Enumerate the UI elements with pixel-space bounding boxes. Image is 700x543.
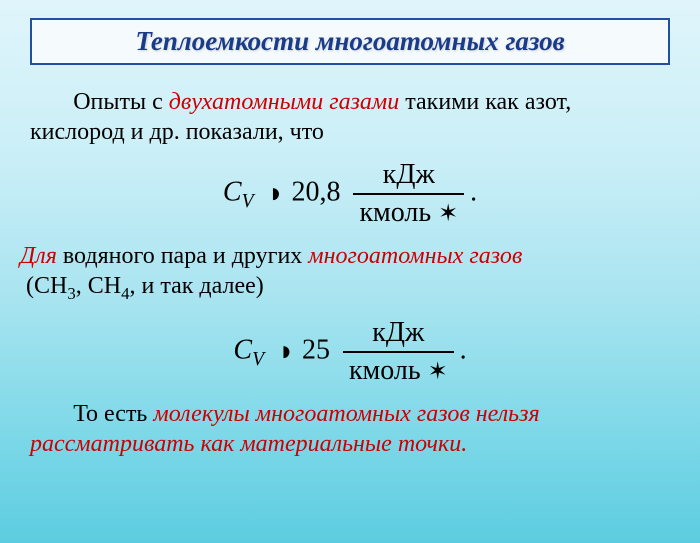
f2-fraction: кДж кмоль ✶	[343, 317, 454, 387]
p2-em2: многоатомных газов	[308, 243, 522, 269]
conclusion: То есть молекулы многоатомных газов нель…	[30, 399, 670, 459]
f2-den: кмоль ✶	[343, 353, 454, 387]
p2-lead: Для	[20, 243, 57, 269]
f1-num: кДж	[353, 159, 464, 195]
p2-line2: (СН	[26, 273, 67, 299]
p2-sub3: 3	[67, 284, 75, 303]
f2-num: кДж	[343, 317, 454, 353]
f2-value: 25	[302, 334, 330, 365]
f2-C: C	[233, 334, 252, 365]
f2-approx: ◗	[278, 336, 295, 367]
formula-2: CV ◗ 25 кДж кмоль ✶ .	[0, 317, 700, 387]
f1-approx: ◗	[268, 178, 285, 209]
f1-den: кмоль ✶	[353, 195, 464, 229]
p2-comma: , СН	[76, 273, 121, 299]
p2-tail: , и так далее)	[129, 273, 263, 299]
f1-fraction: кДж кмоль ✶	[353, 159, 464, 229]
paragraph-1: Опыты с двухатомными газами такими как а…	[30, 87, 670, 147]
concl-lead: То есть	[73, 401, 153, 427]
p1-em: двухатомными газами	[169, 89, 399, 115]
f2-dot: .	[460, 334, 467, 365]
f1-sub: V	[242, 191, 254, 212]
p2-mid: водяного пара и других	[57, 243, 308, 269]
f1-value: 20,8	[291, 176, 340, 207]
paragraph-2: Для водяного пара и других многоатомных …	[20, 241, 670, 305]
slide-title: Теплоемкости многоатомных газов	[135, 26, 564, 56]
formula-1: CV ◗ 20,8 кДж кмоль ✶ .	[0, 159, 700, 229]
f2-sub: V	[252, 349, 264, 370]
p1-lead: Опыты с	[73, 89, 169, 115]
title-box: Теплоемкости многоатомных газов	[30, 18, 670, 65]
f1-C: C	[223, 176, 242, 207]
f1-dot: .	[470, 176, 477, 207]
